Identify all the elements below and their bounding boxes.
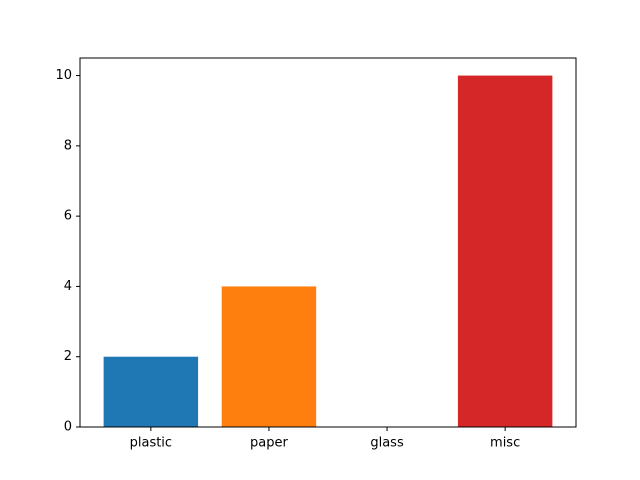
y-axis-ticks: 0 2 4 6 8 10: [55, 68, 80, 435]
y-tick-label: 10: [55, 68, 72, 83]
y-tick-label: 2: [64, 349, 72, 364]
x-tick-label-plastic: plastic: [130, 436, 172, 451]
plot-frame: [79, 57, 577, 428]
x-tick-label-misc: misc: [490, 436, 520, 451]
x-tick-label-glass: glass: [370, 436, 404, 451]
y-tick-label: 0: [64, 420, 72, 435]
x-tick-label-paper: paper: [250, 436, 288, 451]
y-tick-label: 6: [64, 209, 72, 224]
bar-misc: [457, 75, 553, 428]
bar-paper: [221, 286, 317, 427]
bar-plastic: [103, 356, 199, 427]
bars-layer: [103, 75, 553, 428]
y-tick-label: 8: [64, 138, 72, 153]
x-axis-ticks: plastic paper glass misc: [130, 427, 520, 451]
y-tick-label: 4: [64, 279, 72, 294]
